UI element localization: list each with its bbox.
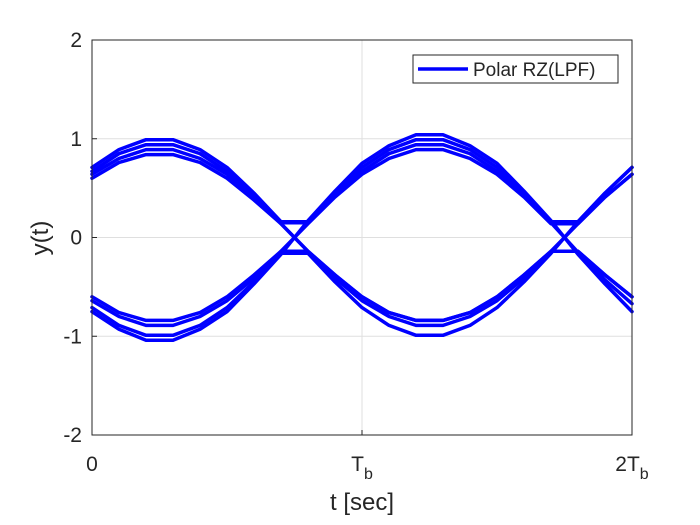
x-tick-subscript: b: [640, 466, 649, 483]
x-tick-label: 0: [86, 453, 98, 476]
trace-line: [90, 152, 634, 323]
trace-line: [90, 165, 634, 338]
axes-box: [91, 39, 633, 436]
x-tick-main: 2T: [615, 453, 640, 476]
x-tick-subscript: b: [364, 466, 373, 483]
y-tick-label: 0: [70, 227, 82, 250]
plot-area: [90, 39, 634, 436]
trace-line: [90, 147, 634, 328]
legend-label: Polar RZ(LPF): [473, 60, 595, 81]
y-axis-label: y(t): [27, 221, 54, 256]
y-tick-label: -1: [63, 325, 82, 348]
y-tick-label: -2: [63, 424, 82, 447]
x-tick-label: Tb: [351, 453, 373, 483]
x-axis-label: t [sec]: [330, 489, 394, 516]
x-tick-label: 2Tb: [615, 453, 649, 483]
y-tick-label: 2: [70, 29, 82, 52]
x-tick-main: T: [351, 453, 364, 476]
y-tick-label: 1: [70, 128, 82, 151]
trace-line: [90, 133, 634, 342]
